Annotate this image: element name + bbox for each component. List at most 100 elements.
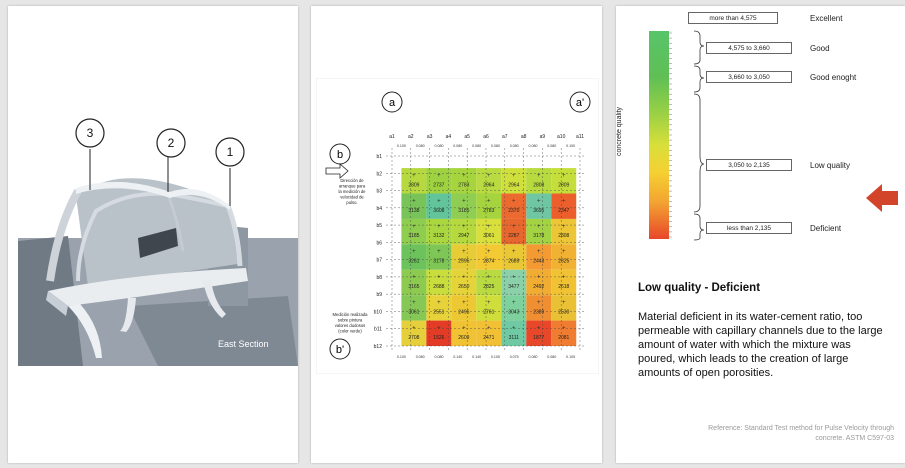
range-excellent: more than 4,575	[688, 12, 778, 24]
top-dimension: 0.080	[547, 144, 556, 148]
concrete-quality-axis-title: concrete quality	[616, 106, 623, 156]
marker-2	[156, 128, 186, 158]
grid-cell	[401, 244, 427, 270]
cell-value: 2809	[558, 182, 569, 188]
axis-b-prime-label: b'	[336, 344, 344, 356]
cell-value: 2808	[533, 182, 544, 188]
quality-good-label: Good	[810, 44, 830, 53]
cell-point-marker: +	[487, 224, 491, 230]
marker-1-label: 1	[227, 145, 234, 159]
measurement-grid-figure: +2809 +2737 +2783 +2964 +2964 +2808 +2809 +3138…	[316, 78, 599, 374]
range-good-enough: 3,660 to 3,050	[706, 71, 792, 83]
note-direction-line: arranque para	[339, 184, 366, 189]
grid-cell	[551, 269, 577, 296]
top-dimension: 0.080	[435, 144, 444, 148]
note-measure-line: Medición realizada	[333, 312, 369, 317]
grid-cells: +2809 +2737 +2783 +2964 +2964 +2808 +2809 +3138…	[401, 168, 577, 346]
row-label: b11	[374, 327, 382, 333]
cell-point-marker: +	[562, 224, 566, 230]
cell-point-marker: +	[412, 224, 416, 230]
cell-point-marker: +	[562, 275, 566, 281]
col-label: a4	[446, 134, 452, 140]
cell-point-marker: +	[487, 173, 491, 179]
note-measure-line: (color verde)	[338, 329, 362, 334]
bottom-dimension: 0.105	[566, 355, 575, 359]
cell-value: 3178	[533, 233, 544, 239]
cell-point-marker: +	[512, 224, 516, 230]
top-dimension: 0.080	[416, 144, 425, 148]
row-label: b6	[376, 240, 382, 246]
col-label: a11	[576, 134, 584, 140]
top-dimension: 0.080	[529, 144, 538, 148]
col-label: a10	[557, 134, 566, 140]
cell-value: 3132	[433, 233, 444, 239]
cell-value: 3061	[408, 309, 419, 315]
cell-value: 2650	[458, 284, 469, 290]
grid-cell	[526, 295, 552, 321]
cell-point-marker: +	[462, 249, 466, 255]
cell-value: 2389	[533, 309, 544, 315]
cell-value: 2808	[558, 233, 569, 239]
quality-good-enough-label: Good enoght	[810, 73, 857, 82]
cell-value: 2688	[433, 284, 444, 290]
cell-point-marker: +	[437, 275, 441, 281]
cell-point-marker: +	[512, 249, 516, 255]
bottom-dimension: 0.105	[491, 355, 500, 359]
bottom-dimension: 0.080	[547, 355, 556, 359]
slide-concrete-quality[interactable]: concrete quality more than 4,575 4,575 t…	[616, 6, 905, 463]
col-label: a8	[521, 134, 527, 140]
scale-ticks	[669, 32, 672, 238]
grid-cell	[551, 295, 577, 321]
cell-value: 2370	[508, 208, 519, 214]
grid-cell	[426, 320, 452, 346]
bottom-dimension: 0.080	[529, 355, 538, 359]
grid-cell	[476, 295, 502, 321]
grid-cell	[451, 244, 477, 270]
bottom-dimension: 0.080	[416, 355, 425, 359]
top-dimension: 0.100	[566, 144, 575, 148]
note-direction-line: Dirección de	[340, 178, 364, 183]
grid-cell	[451, 320, 477, 346]
cell-point-marker: +	[437, 198, 441, 204]
grid-cell	[501, 168, 527, 194]
east-section-render: 3 2 1	[8, 6, 298, 463]
cell-value: 3178	[433, 259, 444, 265]
cell-value: 3695	[533, 208, 544, 214]
slide-east-section[interactable]: 3 2 1 East Section	[8, 6, 298, 463]
range-low-quality: 3,050 to 2,135	[706, 159, 792, 171]
grid-cell	[476, 244, 502, 270]
cell-point-marker: +	[437, 325, 441, 331]
cell-value: 2964	[483, 182, 494, 188]
cell-value: 2496	[458, 309, 469, 315]
grid-cell	[476, 168, 502, 194]
cell-value: 2964	[508, 182, 519, 188]
cell-value: 3185	[408, 233, 419, 239]
cell-point-marker: +	[512, 275, 516, 281]
slide-measurement-grid[interactable]: +2809 +2737 +2783 +2964 +2964 +2808 +2809 +3138…	[311, 6, 602, 463]
cell-point-marker: +	[487, 275, 491, 281]
note-measure-line: valores dudosos	[335, 323, 366, 328]
grid-cell	[551, 168, 577, 194]
grid-cell	[451, 295, 477, 321]
cell-point-marker: +	[437, 224, 441, 230]
grid-cell	[426, 295, 452, 321]
grid-cell	[526, 244, 552, 270]
note-direction-line: la medición de	[338, 189, 366, 194]
axis-a-prime-bubble	[569, 91, 591, 113]
cell-value: 3061	[483, 233, 494, 239]
cell-value: 2525	[558, 259, 569, 265]
quality-description: Material deficient in its water-cement r…	[638, 311, 883, 379]
top-dimension: 0.080	[453, 144, 462, 148]
grid-cell	[476, 193, 502, 219]
grid-cell	[526, 193, 552, 219]
col-label: a9	[540, 134, 546, 140]
grid-cell	[451, 193, 477, 219]
cell-point-marker: +	[462, 325, 466, 331]
col-label: a2	[408, 134, 414, 140]
cell-point-marker: +	[462, 173, 466, 179]
axis-b-prime-bubble	[329, 338, 351, 360]
grid-cell	[426, 218, 452, 245]
cell-point-marker: +	[437, 173, 441, 179]
cell-point-marker: +	[487, 249, 491, 255]
